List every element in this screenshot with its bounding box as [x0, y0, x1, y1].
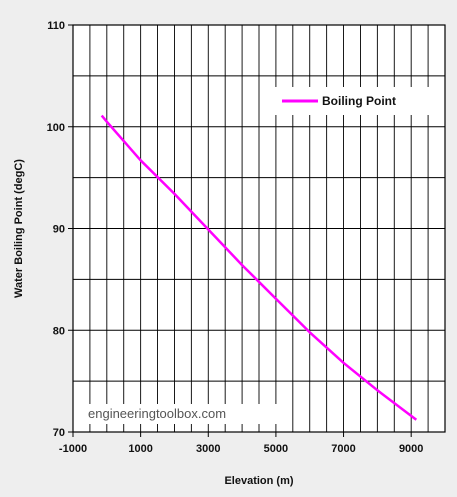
series-line-boiling-point	[100, 114, 418, 421]
x-tick-label: -1000	[59, 443, 87, 455]
y-tick-label: 80	[53, 325, 65, 337]
x-tick-label: 9000	[399, 443, 423, 455]
y-tick-label: 100	[47, 122, 65, 134]
y-tick-label: 90	[53, 224, 65, 236]
x-tick-label: 3000	[196, 443, 220, 455]
axis-ticks: 70 80 90 100 110 -1000 1000 3000 5000 7000 9000	[47, 20, 424, 455]
series-layer	[100, 114, 418, 421]
x-tick-label: 5000	[264, 443, 288, 455]
watermark-text: engineeringtoolbox.com	[88, 406, 226, 421]
x-tick-label: 7000	[331, 443, 355, 455]
watermark-box	[84, 404, 280, 424]
y-tick-label: 110	[47, 20, 65, 32]
x-axis-title: Elevation (m)	[224, 475, 293, 487]
legend-label: Boiling Point	[322, 94, 396, 108]
grid-lines	[73, 25, 445, 432]
x-tick-label: 1000	[128, 443, 152, 455]
watermark: engineeringtoolbox.com	[84, 404, 280, 424]
y-tick-label: 70	[53, 427, 65, 439]
y-axis-title: Water Boiling Point (degC)	[13, 159, 25, 298]
legend: Boiling Point	[262, 87, 440, 115]
